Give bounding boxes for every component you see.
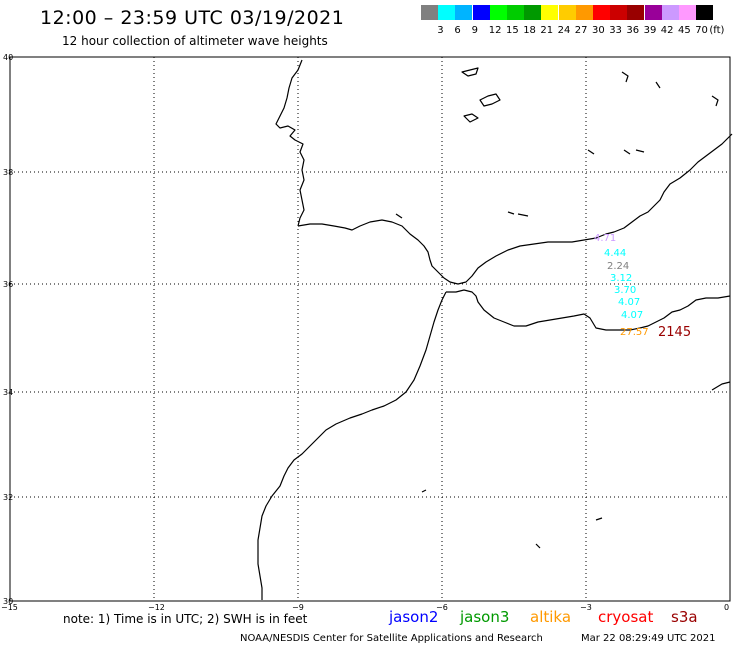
legend-swatch — [696, 5, 714, 20]
longitude-label: −9 — [292, 603, 304, 612]
longitude-label: −12 — [148, 603, 165, 612]
legend-swatch — [489, 5, 507, 20]
island-fragment — [587, 149, 595, 155]
legend-label: 36 — [626, 25, 640, 36]
legend-swatch — [661, 5, 679, 20]
legend-swatch — [507, 5, 524, 20]
island-fragment — [535, 543, 541, 549]
island-fragment — [517, 213, 529, 217]
island-fragment — [655, 81, 661, 89]
lat-lon-grid — [10, 57, 730, 601]
legend-swatch — [541, 5, 559, 20]
iberia-south-coast — [297, 133, 733, 285]
legend-label: 21 — [540, 25, 554, 36]
north-africa-coast — [446, 289, 731, 331]
credit-line: NOAA/NESDIS Center for Satellite Applica… — [240, 633, 543, 644]
legend-swatch — [679, 5, 696, 20]
swh-value: 2.24 — [607, 261, 630, 272]
legend-label: 3 — [437, 25, 444, 36]
swh-value: 2145 — [658, 325, 692, 340]
latitude-label: 40 — [3, 53, 13, 62]
island-fragment — [463, 113, 479, 123]
legend-swatch — [610, 5, 628, 20]
swh-value: 4.07 — [621, 310, 644, 321]
legend-unit: (ft) — [709, 25, 725, 36]
swh-value: 27.57 — [620, 327, 649, 338]
coastlines — [257, 59, 733, 600]
longitude-label: −3 — [580, 603, 592, 612]
latitude-labels: 40 38 36 34 32 30 — [3, 53, 13, 606]
swh-value: 3.70 — [614, 285, 637, 296]
iberia-west-coast — [275, 59, 305, 227]
latitude-label: 36 — [3, 280, 13, 289]
morocco-atlantic-coast — [257, 291, 447, 600]
map-title: 12:00 – 23:59 UTC 03/19/2021 — [40, 7, 345, 29]
legend-label: 33 — [609, 25, 622, 36]
generated-timestamp: Mar 22 08:29:49 UTC 2021 — [581, 633, 716, 644]
legend-label: 24 — [557, 25, 571, 36]
wave-height-legend: 3 6 9 12 15 18 21 24 27 30 33 36 39 42 45 70 (ft) — [421, 5, 731, 39]
island-fragment — [595, 517, 603, 521]
island-fragment — [711, 95, 719, 107]
satellite-name: cryosat — [598, 608, 654, 626]
satellite-name: jason3 — [460, 608, 510, 626]
legend-swatch — [472, 5, 490, 20]
latitude-label: 32 — [3, 493, 13, 502]
legend-swatch — [575, 5, 593, 20]
longitude-labels: −15 −12 −9 −6 −3 0 — [1, 603, 729, 612]
longitude-label: −6 — [436, 603, 448, 612]
latitude-label: 38 — [3, 168, 13, 177]
swh-value: 4.44 — [604, 248, 627, 259]
legend-label: 9 — [471, 25, 478, 36]
footnote: note: 1) Time is in UTC; 2) SWH is in fe… — [63, 612, 308, 626]
legend-label: 42 — [660, 25, 674, 36]
island-fragment — [479, 93, 501, 107]
swh-value: 3.12 — [610, 273, 633, 284]
legend-swatch — [627, 5, 645, 20]
legend-swatch — [421, 5, 438, 20]
island-fragment — [635, 149, 645, 153]
legend-label: 18 — [523, 25, 536, 36]
legend-swatch — [593, 5, 610, 20]
island-fragment — [621, 71, 629, 83]
legend-swatch — [524, 5, 542, 20]
latitude-label: 34 — [3, 388, 13, 397]
island-fragment — [711, 381, 731, 391]
legend-label: 27 — [574, 25, 588, 36]
legend-swatch — [438, 5, 456, 20]
swh-value: 4.07 — [618, 297, 641, 308]
legend-swatch — [558, 5, 576, 20]
legend-label: 39 — [643, 25, 657, 36]
satellite-name: s3a — [671, 608, 698, 626]
map-subtitle: 12 hour collection of altimeter wave hei… — [62, 34, 328, 48]
island-fragment — [507, 211, 515, 215]
satellite-name: jason2 — [389, 608, 439, 626]
legend-label: 45 — [678, 25, 691, 36]
island-fragment — [623, 149, 631, 155]
balearic-fragment — [461, 67, 479, 77]
map-frame — [9, 56, 731, 602]
legend-label: 30 — [592, 25, 605, 36]
island-fragment — [395, 213, 403, 219]
longitude-label: 0 — [724, 603, 729, 612]
latitude-label: 30 — [3, 597, 13, 606]
swh-value: 4.71 — [594, 233, 617, 244]
island-fragment — [421, 489, 427, 493]
satellite-name: altika — [530, 608, 572, 626]
legend-label: 70 — [695, 25, 708, 36]
legend-label: 6 — [454, 25, 461, 36]
legend-swatch — [644, 5, 662, 20]
legend-swatch — [455, 5, 473, 20]
legend-label: 15 — [506, 25, 519, 36]
legend-label: 12 — [488, 25, 502, 36]
longitude-label: −15 — [1, 603, 18, 612]
